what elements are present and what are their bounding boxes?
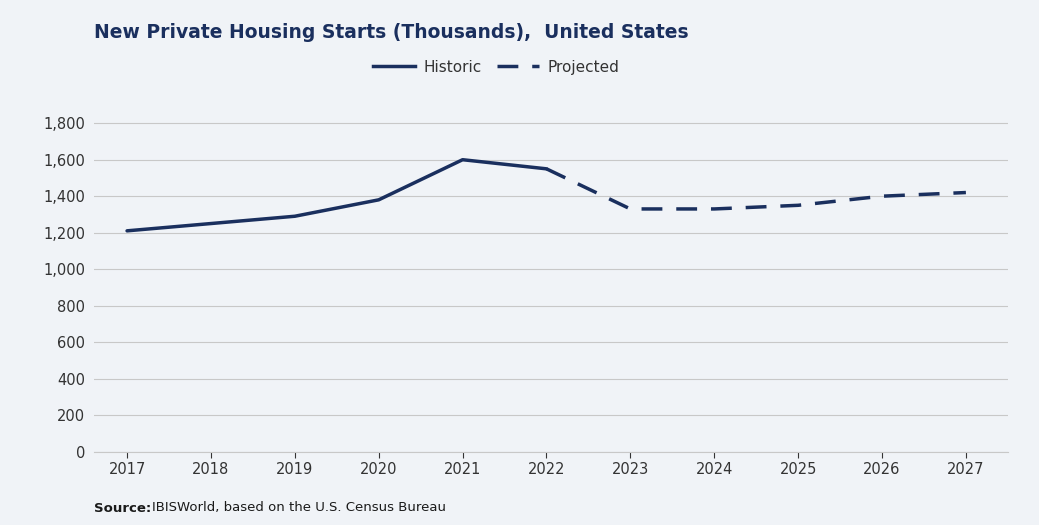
Legend: Historic, Projected: Historic, Projected	[367, 54, 625, 81]
Text: Source:: Source:	[94, 501, 151, 514]
Text: New Private Housing Starts (Thousands),  United States: New Private Housing Starts (Thousands), …	[94, 23, 688, 43]
Text: IBISWorld, based on the U.S. Census Bureau: IBISWorld, based on the U.S. Census Bure…	[152, 501, 446, 514]
